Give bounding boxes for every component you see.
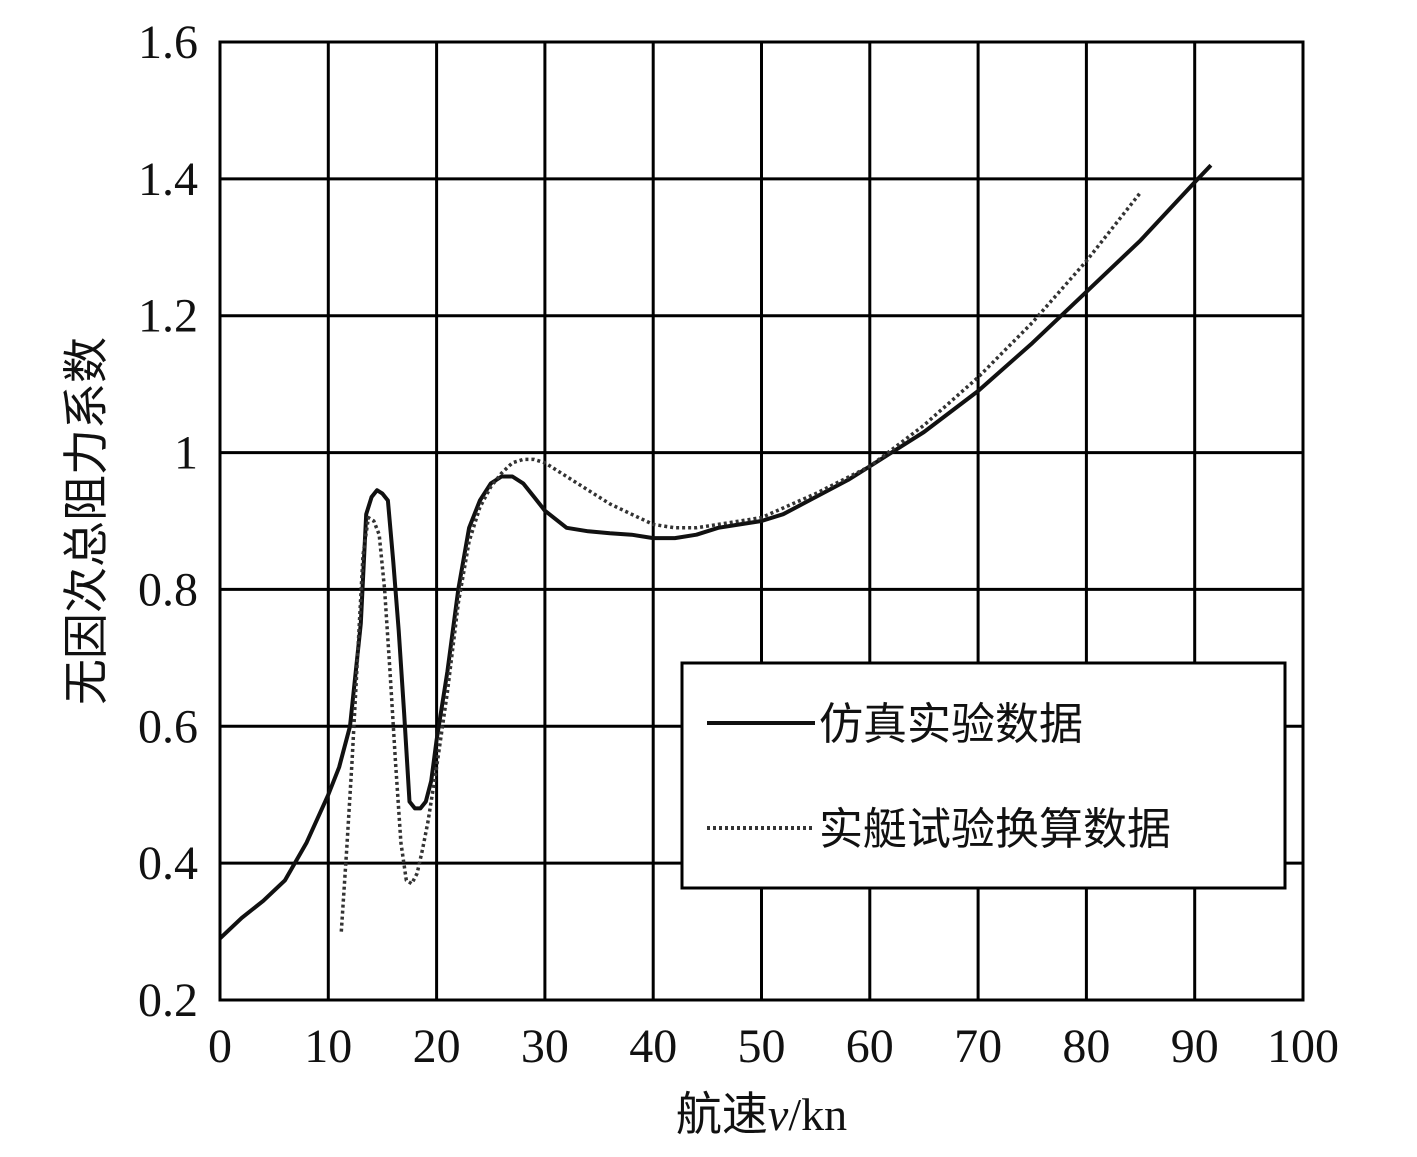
y-tick-label: 1.2	[138, 290, 198, 343]
y-tick-label: 1	[174, 427, 198, 480]
x-axis-label-variable: v	[768, 1089, 789, 1140]
x-tick-labels: 0 10 20 30 40 50 60 70 80 90 100	[208, 1020, 1339, 1073]
y-tick-label: 1.6	[138, 16, 198, 69]
y-tick-label: 1.4	[138, 153, 198, 206]
series-line-sea-trial	[339, 191, 1142, 932]
x-tick-label: 70	[954, 1020, 1002, 1073]
series-layer	[218, 163, 1213, 940]
y-tick-labels: 0.2 0.4 0.6 0.8 1 1.2 1.4 1.6	[138, 16, 198, 1027]
series-line-simulation	[218, 163, 1213, 940]
legend-box	[680, 661, 1287, 890]
x-tick-label: 90	[1171, 1020, 1219, 1073]
y-tick-label: 0.6	[138, 700, 198, 753]
x-tick-label: 40	[629, 1020, 677, 1073]
x-tick-label: 0	[208, 1020, 232, 1073]
y-tick-label: 0.8	[138, 563, 198, 616]
y-axis-label: 无因次总阻力系数	[59, 337, 113, 705]
legend-label-simulation: 仿真实验数据	[819, 699, 1083, 750]
x-tick-label: 60	[846, 1020, 894, 1073]
x-axis-label-prefix: 航速	[676, 1087, 768, 1141]
x-tick-label: 80	[1062, 1020, 1110, 1073]
x-tick-label: 30	[521, 1020, 569, 1073]
x-tick-label: 50	[738, 1020, 786, 1073]
y-tick-label: 0.2	[138, 974, 198, 1027]
legend-label-sea-trial: 实艇试验换算数据	[819, 804, 1171, 855]
plot-frame	[218, 40, 1305, 1002]
x-axis-label: 航速v/kn	[676, 1087, 847, 1141]
legend: 仿真实验数据 实艇试验换算数据	[680, 661, 1287, 890]
x-tick-label: 100	[1267, 1020, 1339, 1073]
x-tick-label: 10	[304, 1020, 352, 1073]
x-axis-label-unit: /kn	[788, 1089, 847, 1140]
y-tick-label: 0.4	[138, 837, 198, 890]
x-tick-label: 20	[413, 1020, 461, 1073]
